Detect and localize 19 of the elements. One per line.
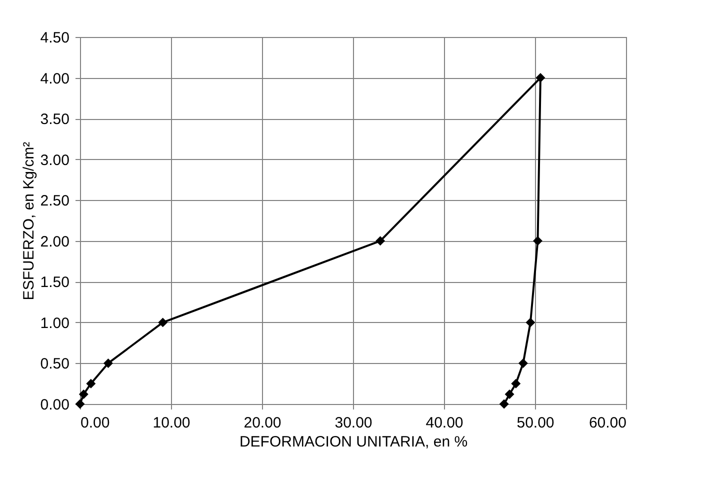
y-axis-title: ESFUERZO, en Kg/cm²: [20, 142, 38, 300]
x-tick-label: 10.00: [152, 414, 190, 432]
y-tick-label: 0.50: [40, 356, 70, 373]
y-tick-label: 4.00: [40, 70, 70, 88]
x-tick-label: 30.00: [334, 414, 372, 432]
y-tick-label: 3.00: [40, 152, 70, 169]
y-tick-label: 0.00: [40, 396, 70, 414]
y-tick-label: 4.50: [40, 30, 70, 46]
y-tick-label: 1.00: [40, 314, 70, 332]
x-tick-label: 20.00: [244, 414, 282, 432]
x-tick-label: 50.00: [516, 414, 554, 432]
x-axis-title: DEFORMACION UNITARIA, en %: [239, 434, 468, 450]
y-tick-label: 2.00: [40, 233, 70, 250]
x-tick-label: 0.00: [80, 414, 110, 432]
y-tick-label: 1.50: [40, 274, 70, 292]
y-tick-label: 3.50: [40, 111, 70, 128]
x-tick-label: 40.00: [426, 414, 464, 432]
x-tick-label: 60.00: [588, 414, 626, 432]
y-tick-label: 2.50: [40, 192, 70, 210]
